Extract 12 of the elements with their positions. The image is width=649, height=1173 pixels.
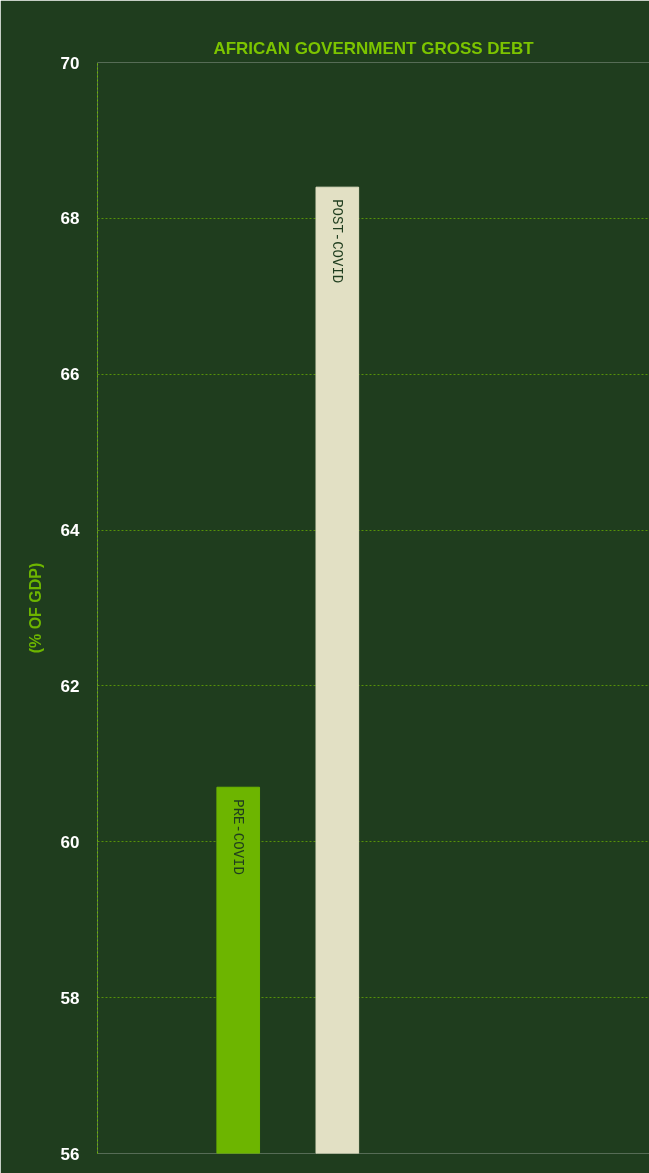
- y-tick-label: 62: [60, 676, 80, 696]
- y-tick-label: 60: [60, 832, 80, 852]
- x-tick-label: PRE-COVID: [230, 799, 247, 875]
- x-tick-label: POST-COVID: [329, 199, 346, 284]
- y-tick-label: 68: [60, 209, 80, 229]
- y-tick-label: 70: [60, 53, 80, 73]
- y-tick-label: 66: [60, 365, 80, 385]
- chart-title: AFRICAN GOVERNMENT GROSS DEBT: [213, 38, 535, 58]
- y-tick-label: 58: [60, 988, 80, 1008]
- y-tick-label: 64: [60, 521, 81, 541]
- y-axis-title: (% OF GDP): [26, 562, 44, 654]
- y-tick-label: 56: [60, 1144, 80, 1164]
